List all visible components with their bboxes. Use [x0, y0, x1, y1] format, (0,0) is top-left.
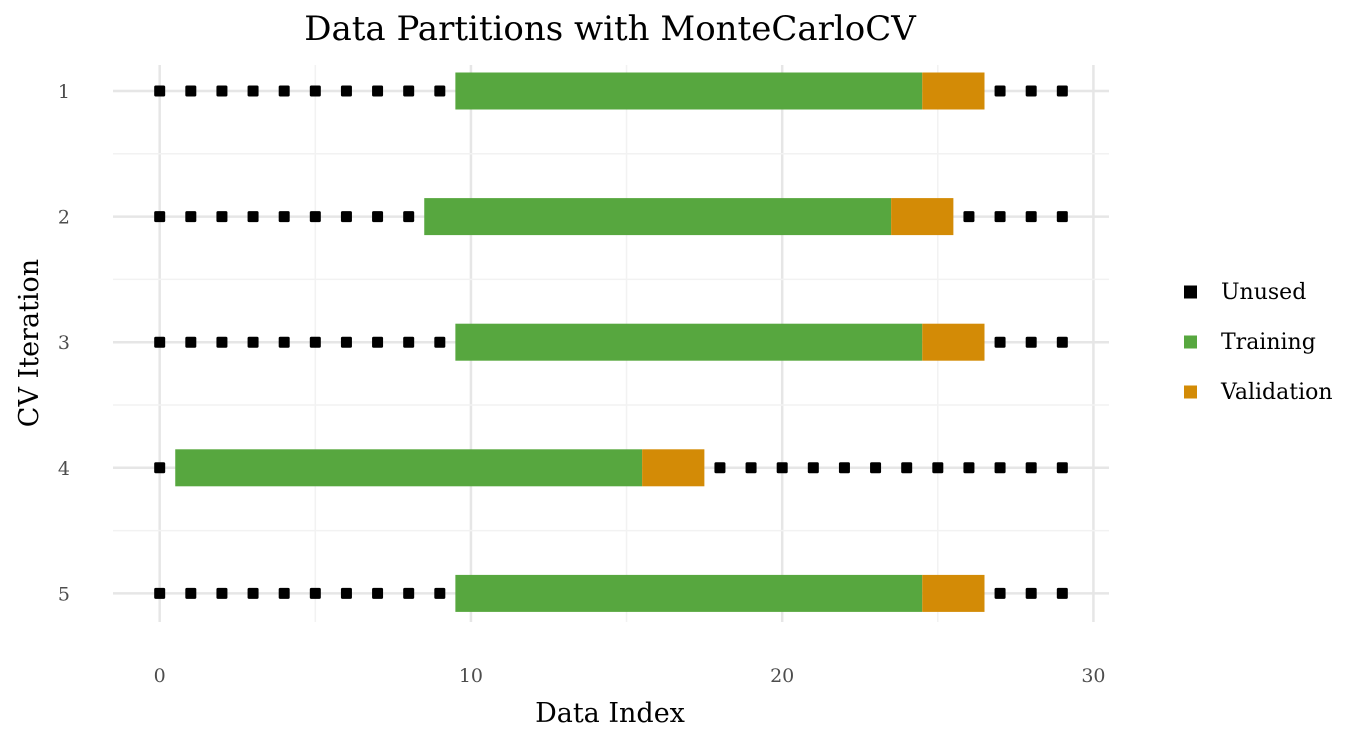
- unused-point: [216, 336, 228, 348]
- validation-bar: [922, 72, 985, 110]
- unused-point: [1025, 462, 1037, 474]
- axis-ticks: 0 10 20 30 1 2 3 4 5: [58, 81, 1106, 687]
- unused-point: [776, 462, 788, 474]
- unused-point: [1056, 587, 1068, 599]
- unused-point: [838, 462, 850, 474]
- unused-point: [216, 587, 228, 599]
- legend-swatch-training: [1184, 335, 1197, 349]
- x-tick-label: 30: [1081, 665, 1105, 687]
- x-tick-label: 20: [770, 665, 794, 687]
- unused-point: [434, 587, 446, 599]
- unused-point: [340, 336, 352, 348]
- unused-point: [994, 462, 1006, 474]
- unused-point: [340, 211, 352, 223]
- legend-label-training: Training: [1221, 330, 1316, 355]
- unused-point: [185, 587, 197, 599]
- unused-point: [870, 462, 882, 474]
- unused-point: [403, 85, 415, 97]
- legend-label-unused: Unused: [1221, 280, 1306, 305]
- validation-bar: [922, 323, 985, 361]
- unused-point: [154, 462, 166, 474]
- unused-point: [372, 587, 384, 599]
- training-bar: [455, 323, 923, 361]
- validation-bar: [891, 198, 954, 236]
- y-tick-label: 2: [58, 207, 70, 229]
- unused-point: [154, 211, 166, 223]
- unused-point: [1025, 211, 1037, 223]
- unused-point: [994, 211, 1006, 223]
- x-tick-label: 10: [459, 665, 483, 687]
- unused-point: [1025, 587, 1037, 599]
- y-tick-label: 3: [58, 332, 70, 354]
- unused-point: [309, 211, 321, 223]
- legend-swatch-validation: [1184, 385, 1197, 399]
- unused-point: [247, 336, 259, 348]
- legend-label-validation: Validation: [1220, 380, 1333, 405]
- unused-point: [309, 587, 321, 599]
- unused-point: [745, 462, 757, 474]
- unused-point: [807, 462, 819, 474]
- x-tick-label: 0: [154, 665, 166, 687]
- unused-point: [154, 336, 166, 348]
- unused-point: [372, 211, 384, 223]
- unused-point: [403, 211, 415, 223]
- unused-point: [434, 85, 446, 97]
- x-axis-title: Data Index: [535, 698, 685, 729]
- unused-point: [309, 85, 321, 97]
- y-tick-label: 1: [58, 81, 70, 103]
- unused-point: [403, 587, 415, 599]
- chart-marks: [154, 72, 1068, 612]
- unused-point: [278, 85, 290, 97]
- unused-point: [994, 587, 1006, 599]
- unused-point: [714, 462, 726, 474]
- training-bar: [455, 72, 923, 110]
- unused-point: [1056, 211, 1068, 223]
- unused-point: [185, 211, 197, 223]
- unused-point: [216, 211, 228, 223]
- unused-point: [994, 85, 1006, 97]
- unused-point: [932, 462, 944, 474]
- y-tick-label: 4: [58, 458, 70, 480]
- unused-point: [247, 85, 259, 97]
- unused-point: [1056, 336, 1068, 348]
- unused-point: [185, 336, 197, 348]
- unused-point: [1025, 336, 1037, 348]
- unused-point: [372, 85, 384, 97]
- training-bar: [424, 198, 892, 236]
- chart-title: Data Partitions with MonteCarloCV: [304, 9, 917, 49]
- validation-bar: [922, 574, 985, 612]
- unused-point: [434, 336, 446, 348]
- y-axis-title: CV Iteration: [14, 259, 45, 427]
- unused-point: [278, 336, 290, 348]
- unused-point: [1056, 462, 1068, 474]
- training-bar: [175, 449, 643, 487]
- unused-point: [963, 462, 975, 474]
- unused-point: [154, 587, 166, 599]
- unused-point: [340, 587, 352, 599]
- validation-bar: [642, 449, 705, 487]
- unused-point: [1025, 85, 1037, 97]
- unused-point: [216, 85, 228, 97]
- unused-point: [278, 587, 290, 599]
- unused-point: [309, 336, 321, 348]
- unused-point: [154, 85, 166, 97]
- unused-point: [247, 587, 259, 599]
- unused-point: [994, 336, 1006, 348]
- unused-point: [185, 85, 197, 97]
- training-bar: [455, 574, 923, 612]
- unused-point: [278, 211, 290, 223]
- unused-point: [372, 336, 384, 348]
- unused-point: [901, 462, 913, 474]
- legend: Unused Training Validation: [1184, 280, 1333, 405]
- unused-point: [963, 211, 975, 223]
- unused-point: [247, 211, 259, 223]
- unused-point: [340, 85, 352, 97]
- unused-point: [1056, 85, 1068, 97]
- legend-swatch-unused: [1184, 285, 1197, 299]
- unused-point: [403, 336, 415, 348]
- y-tick-label: 5: [58, 583, 70, 605]
